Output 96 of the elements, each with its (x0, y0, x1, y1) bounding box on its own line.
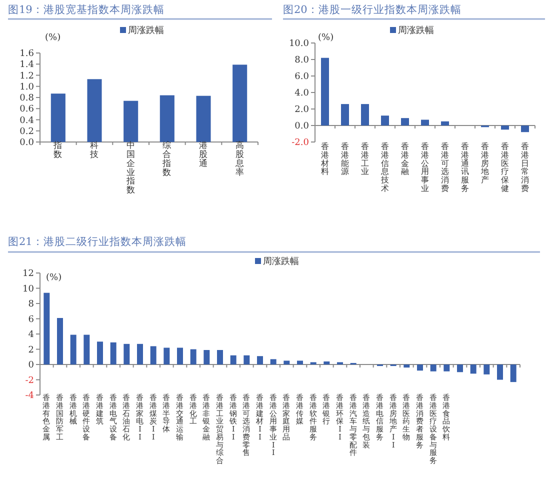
chart-title: 图21：港股二级行业指数本周涨跌幅 (8, 235, 186, 248)
y-tick-label: 0.0 (20, 138, 34, 148)
bar (150, 346, 156, 364)
bar (401, 118, 409, 126)
bar (430, 364, 436, 372)
y-tick-label: 0.4 (20, 116, 34, 126)
bar (381, 116, 389, 126)
bar (137, 344, 143, 364)
x-tick-label: 指数 (52, 140, 63, 160)
y-tick-label: 8 (28, 300, 34, 310)
bar (257, 356, 263, 364)
bar (361, 104, 369, 126)
y-tick-label: 10.0 (288, 39, 310, 49)
chart-title: 图19：港股宽基指数本周涨跌幅 (8, 3, 164, 16)
x-tick-label: 香港公用事业 (421, 142, 429, 193)
bar (204, 350, 210, 364)
y-axis-title: (%) (318, 33, 334, 43)
y-tick-label: 2 (28, 345, 34, 356)
bar (232, 64, 248, 142)
y-tick-label: 2.0 (294, 105, 310, 115)
bar (497, 364, 503, 380)
bar (284, 360, 290, 364)
bar (510, 364, 516, 382)
y-tick-label: -4 (25, 391, 34, 401)
y-tick-label: 6.0 (294, 72, 310, 82)
y-tick-label: 8.0 (294, 56, 310, 66)
y-tick-label: -2 (25, 376, 34, 386)
bar (444, 364, 450, 372)
y-tick-label: 1.4 (20, 60, 34, 70)
bar (270, 359, 276, 364)
x-tick-label: 香港可选消费 (441, 142, 449, 193)
bar (87, 79, 102, 142)
y-tick-label: 1.2 (20, 71, 34, 82)
x-tick-label: 香港金融 (401, 142, 409, 176)
bar (341, 104, 349, 126)
x-tick-label: 高股息率 (234, 140, 244, 178)
y-tick-label: -2.0 (292, 138, 310, 148)
y-axis-title: (%) (45, 33, 61, 43)
x-tick-label: 综合指数 (162, 140, 172, 178)
bar (177, 348, 183, 364)
y-tick-label: 0 (28, 360, 34, 370)
bar (417, 364, 423, 371)
y-tick-label: 4.0 (294, 88, 310, 98)
bar (470, 364, 476, 374)
legend-label: 周涨跌幅 (263, 256, 299, 267)
bar (501, 126, 509, 130)
y-tick-label: 0.2 (20, 126, 34, 137)
x-tick-label: 中国企业指数 (125, 140, 136, 196)
legend-label: 周涨跌幅 (128, 25, 164, 36)
y-tick-label: 6 (28, 314, 34, 325)
bar (324, 361, 330, 364)
bar (190, 349, 196, 364)
y-tick-label: 10 (22, 284, 34, 294)
bar (404, 364, 410, 368)
bar (217, 350, 223, 364)
bar (70, 334, 76, 364)
bar (441, 121, 449, 126)
x-tick-label: 香港房地产 (480, 142, 489, 185)
bar (244, 355, 250, 364)
bar (44, 292, 50, 364)
bar (57, 318, 63, 364)
bar (484, 364, 490, 374)
bar (196, 96, 211, 142)
y-axis-title: (%) (46, 273, 62, 283)
bar (110, 342, 116, 364)
y-tick-label: 0.8 (20, 94, 34, 104)
chart-title: 图20：港股一级行业指数本周涨跌幅 (283, 3, 462, 16)
y-tick-label: 12 (22, 269, 34, 279)
bar (50, 94, 66, 142)
x-tick-label: 香港能源 (341, 142, 349, 176)
x-tick-label: 港股通 (199, 140, 208, 169)
bar (457, 364, 463, 372)
y-tick-label: 1.0 (20, 82, 34, 92)
bar (421, 120, 429, 126)
bar (97, 342, 103, 364)
bar (160, 95, 174, 142)
bar (521, 126, 529, 132)
bar (124, 100, 138, 142)
bar (84, 334, 90, 364)
bar (124, 344, 130, 364)
x-tick-label: 香港通讯服务 (461, 142, 469, 193)
y-tick-label: 0.6 (20, 104, 34, 115)
x-tick-label: 香港日常消费 (521, 142, 529, 193)
y-tick-label: 4 (28, 330, 34, 340)
x-tick-label: 科技 (89, 140, 99, 160)
bar (297, 360, 303, 364)
y-tick-label: 1.6 (20, 49, 34, 59)
bar (321, 58, 329, 126)
y-tick-label: 0.0 (294, 122, 310, 132)
x-tick-label: 香港信息技术 (380, 142, 389, 193)
bar (230, 355, 236, 364)
x-tick-label: 香港医疗保健 (501, 142, 509, 193)
bar (164, 348, 170, 364)
legend-label: 周涨跌幅 (398, 25, 434, 36)
x-tick-label: 香港工业 (361, 142, 369, 176)
x-tick-label: 香港材料 (320, 142, 329, 176)
